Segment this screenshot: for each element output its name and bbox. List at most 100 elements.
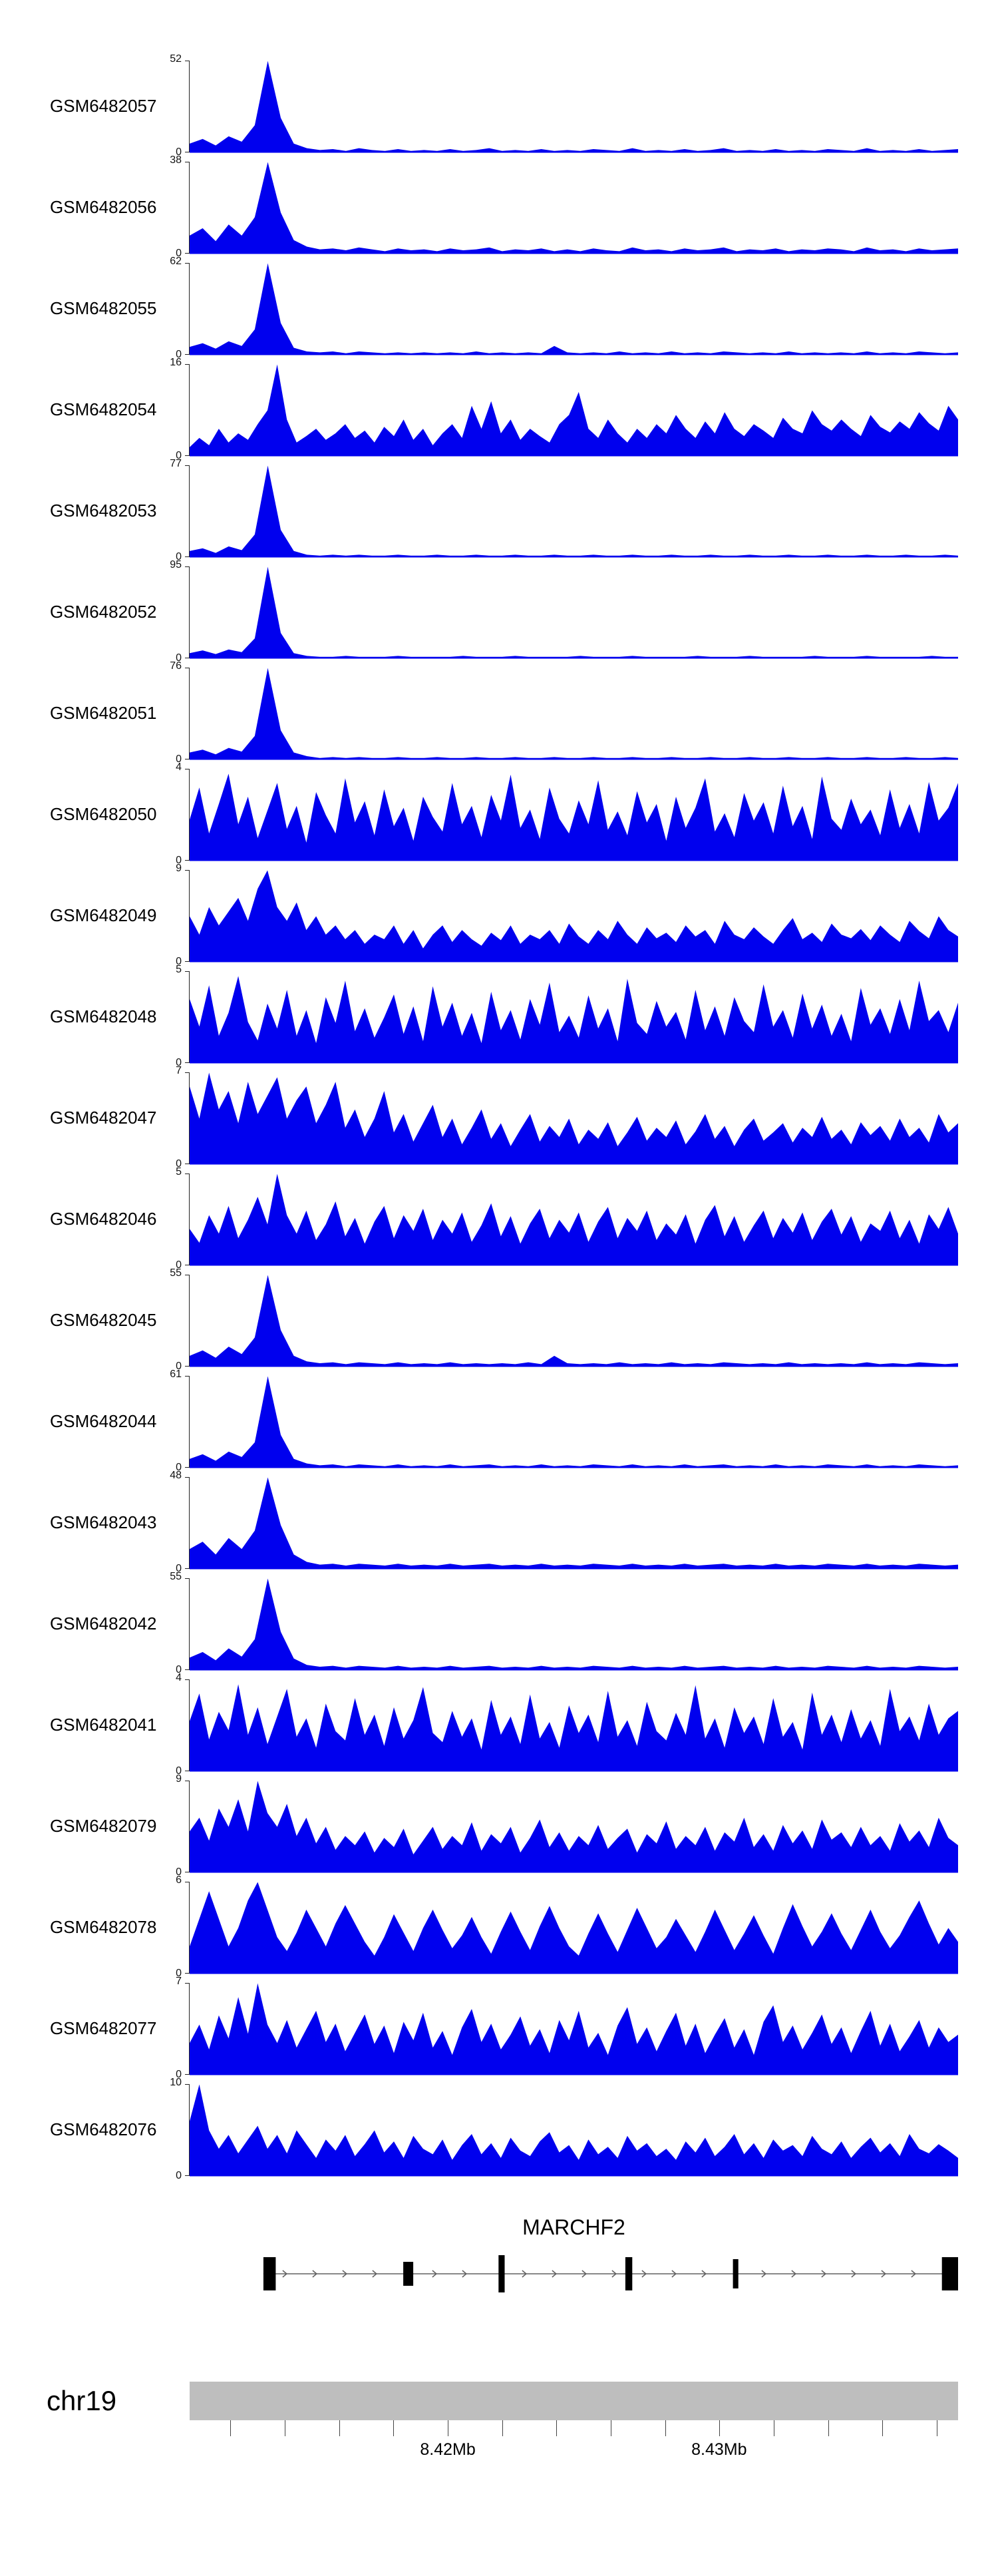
track-label: GSM6482078 bbox=[50, 1916, 157, 1937]
axis-tick-label: 8.43Mb bbox=[691, 2440, 747, 2459]
track-label: GSM6482077 bbox=[50, 2018, 157, 2038]
y-axis-min-label: 0 bbox=[176, 349, 182, 360]
y-axis-line bbox=[189, 1275, 190, 1367]
chromosome-axis: chr19 8.42Mb 8.43Mb bbox=[0, 2382, 998, 2473]
coverage-plot bbox=[190, 261, 958, 355]
coverage-plot bbox=[190, 463, 958, 558]
track-row: GSM6482047 7 0 bbox=[0, 1065, 998, 1170]
track-row: GSM6482077 7 0 bbox=[0, 1976, 998, 2080]
y-axis-min-label: 0 bbox=[176, 551, 182, 562]
y-axis-line bbox=[189, 465, 190, 557]
y-axis-bottom-tick bbox=[185, 2175, 190, 2176]
axis-tick bbox=[719, 2420, 720, 2436]
coverage-area-svg bbox=[190, 773, 958, 861]
axis-tick bbox=[339, 2420, 341, 2436]
chromosome-ideogram bbox=[190, 2382, 958, 2420]
track-label: GSM6482042 bbox=[50, 1613, 157, 1633]
y-axis-top-tick bbox=[185, 1679, 190, 1680]
y-axis-max-label: 9 bbox=[176, 863, 182, 874]
y-axis-line bbox=[189, 870, 190, 962]
y-axis-line bbox=[189, 364, 190, 456]
coverage-plot bbox=[190, 1070, 958, 1165]
track-label: GSM6482046 bbox=[50, 1208, 157, 1229]
coverage-plot bbox=[190, 868, 958, 963]
y-axis-line bbox=[189, 1679, 190, 1771]
coverage-area-svg bbox=[190, 61, 958, 153]
y-axis-min-label: 0 bbox=[176, 1968, 182, 1979]
y-axis-top-tick bbox=[185, 263, 190, 264]
y-axis-min-label: 0 bbox=[176, 1259, 182, 1271]
y-axis-max-label: 77 bbox=[170, 458, 182, 469]
y-axis-max-label: 16 bbox=[170, 357, 182, 368]
y-axis-max-label: 62 bbox=[170, 256, 182, 267]
coverage-plot bbox=[190, 1475, 958, 1570]
y-axis-max-label: 95 bbox=[170, 559, 182, 570]
gene-track: MARCHF2 bbox=[0, 2214, 998, 2307]
coverage-plot bbox=[190, 1981, 958, 2075]
y-axis-min-label: 0 bbox=[176, 1765, 182, 1777]
axis-tick bbox=[502, 2420, 504, 2436]
track-label: GSM6482079 bbox=[50, 1815, 157, 1836]
y-axis-min-label: 0 bbox=[176, 855, 182, 866]
coverage-area-svg bbox=[190, 1477, 958, 1570]
coverage-plot bbox=[190, 160, 958, 254]
y-axis-min-label: 0 bbox=[176, 2069, 182, 2080]
y-axis-line bbox=[189, 566, 190, 658]
y-axis-min-label: 0 bbox=[176, 1158, 182, 1170]
track-row: GSM6482051 76 0 bbox=[0, 660, 998, 765]
track-row: GSM6482045 55 0 bbox=[0, 1267, 998, 1372]
coverage-area-svg bbox=[190, 1781, 958, 1873]
y-axis-line bbox=[189, 61, 190, 152]
y-axis-min-label: 0 bbox=[176, 1462, 182, 1473]
y-axis-top-tick bbox=[185, 1072, 190, 1073]
y-axis-max-label: 7 bbox=[176, 1976, 182, 1987]
coverage-plot bbox=[190, 2082, 958, 2177]
exon-box bbox=[625, 2257, 633, 2290]
gene-model bbox=[190, 2241, 958, 2307]
coverage-area-svg bbox=[190, 2084, 958, 2177]
y-axis-top-tick bbox=[185, 465, 190, 466]
y-axis-line bbox=[189, 1578, 190, 1670]
y-axis-min-label: 0 bbox=[176, 2170, 182, 2181]
coverage-plot bbox=[190, 59, 958, 153]
track-y-axis: 61 0 bbox=[126, 1369, 190, 1473]
y-axis-bottom-tick bbox=[185, 253, 190, 254]
track-row: GSM6482050 4 0 bbox=[0, 761, 998, 866]
y-axis-line bbox=[189, 1072, 190, 1164]
track-row: GSM6482055 62 0 bbox=[0, 256, 998, 360]
y-axis-bottom-tick bbox=[185, 1062, 190, 1063]
coverage-plot bbox=[190, 564, 958, 659]
track-y-axis: 52 0 bbox=[126, 53, 190, 158]
coverage-area-svg bbox=[190, 263, 958, 355]
track-label: GSM6482044 bbox=[50, 1410, 157, 1431]
coverage-plot bbox=[190, 1779, 958, 1873]
track-label: GSM6482054 bbox=[50, 399, 157, 419]
coverage-area-svg bbox=[190, 364, 958, 457]
y-axis-min-label: 0 bbox=[176, 1057, 182, 1068]
track-label: GSM6482053 bbox=[50, 500, 157, 521]
track-row: GSM6482049 9 0 bbox=[0, 863, 998, 967]
y-axis-min-label: 0 bbox=[176, 248, 182, 259]
axis-tick-label: 8.42Mb bbox=[420, 2440, 476, 2459]
track-y-axis: 10 0 bbox=[126, 2077, 190, 2181]
coverage-plot bbox=[190, 666, 958, 760]
gene-name-label: MARCHF2 bbox=[522, 2215, 625, 2239]
track-row: GSM6482056 38 0 bbox=[0, 154, 998, 259]
y-axis-max-label: 4 bbox=[176, 761, 182, 773]
track-row: GSM6482054 16 0 bbox=[0, 357, 998, 461]
y-axis-line bbox=[189, 1174, 190, 1265]
y-axis-max-label: 4 bbox=[176, 1672, 182, 1683]
coverage-area-svg bbox=[190, 1275, 958, 1367]
y-axis-min-label: 0 bbox=[176, 652, 182, 664]
coverage-tracks: GSM6482057 52 0 GSM6482056 38 0 GSM6482055 62 0 G… bbox=[0, 53, 998, 2181]
track-row: GSM6482044 61 0 bbox=[0, 1369, 998, 1473]
track-y-axis: 16 0 bbox=[126, 357, 190, 461]
exon-box bbox=[941, 2257, 958, 2290]
track-label: GSM6482050 bbox=[50, 803, 157, 824]
gene-model-svg bbox=[263, 2255, 958, 2292]
